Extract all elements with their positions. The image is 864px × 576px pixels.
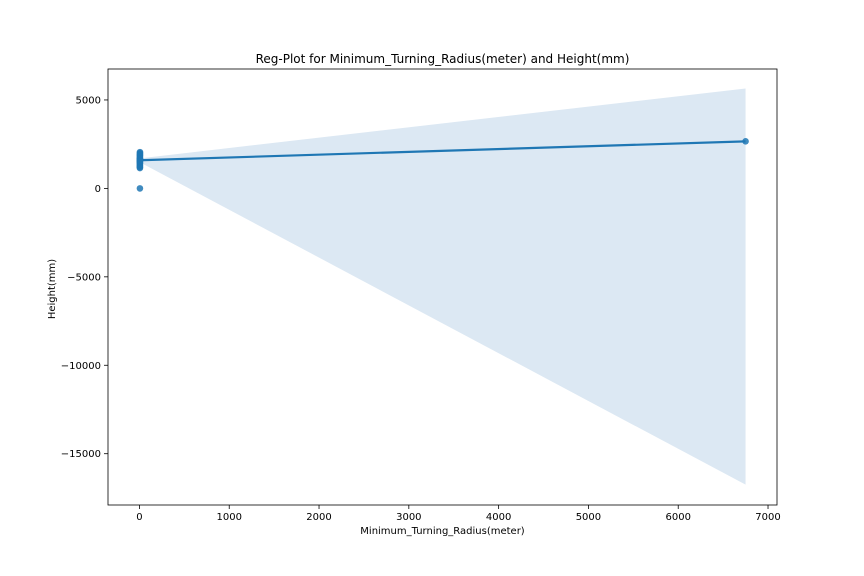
regression-line-layer [139,140,746,162]
x-tick-label: 6000 [665,512,690,523]
y-tick-label: 0 [95,184,101,195]
x-tick-label: 2000 [306,512,331,523]
confidence-band-layer [139,88,746,485]
y-tick-label: −5000 [67,272,101,283]
data-point [742,138,749,145]
y-axis-label: Height(mm) [47,259,58,319]
regression-line [139,140,746,162]
x-tick-label: 7000 [755,512,780,523]
confidence-band [139,88,746,485]
x-tick-label: 5000 [576,512,601,523]
x-tick-label: 1000 [217,512,242,523]
x-tick-label: 4000 [486,512,511,523]
x-tick-label: 3000 [396,512,421,523]
data-point [136,164,144,172]
x-tick-label: 0 [136,512,142,523]
data-point [136,157,144,165]
y-axis-ticks: −15000 −10000 −5000 0 5000 [61,95,108,460]
plot-area-frame [107,68,778,506]
data-point [136,148,144,156]
x-axis-label: Minimum_Turning_Radius(meter) [360,526,525,537]
y-tick-label: −10000 [61,361,101,372]
y-tick-label: 5000 [76,95,101,106]
x-axis-ticks: 0 1000 2000 3000 4000 5000 6000 7000 [136,505,781,523]
data-point [136,185,144,192]
scatter-points-layer [136,138,749,192]
chart-title: Reg-Plot for Minimum_Turning_Radius(mete… [256,52,630,66]
y-tick-label: −15000 [61,449,101,460]
